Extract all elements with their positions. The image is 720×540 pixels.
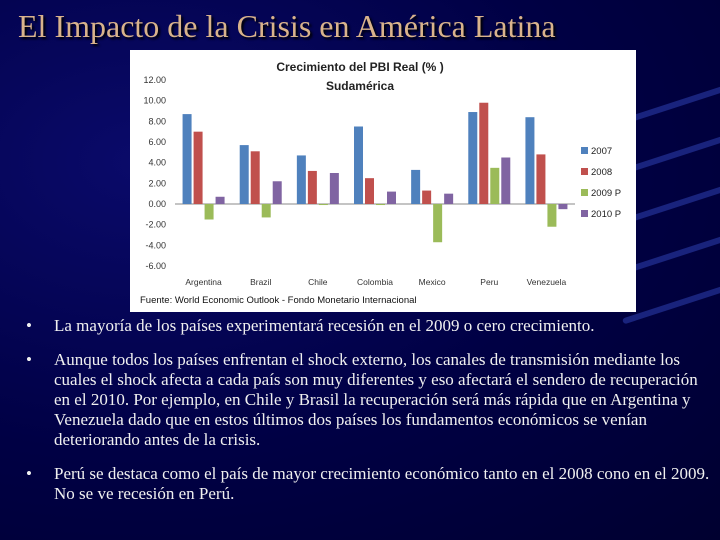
bar-mexico-2009-p: [433, 204, 443, 243]
bullet-symbol: •: [26, 464, 32, 483]
slide-title: El Impacto de la Crisis en América Latin…: [18, 8, 556, 44]
bullet-list: • La mayoría de los países experimentará…: [26, 316, 715, 518]
bar-mexico-2007: [411, 169, 421, 204]
chart-subtitle: Sudamérica: [326, 79, 394, 93]
legend-swatch: [581, 168, 588, 175]
bar-peru-2008: [479, 102, 489, 204]
bar-chile-2008: [307, 170, 317, 204]
category-label: Brazil: [250, 277, 271, 287]
bullet-item: • Perú se destaca como el país de mayor …: [26, 464, 715, 504]
bullet-text: Aunque todos los países enfrentan el sho…: [54, 350, 698, 449]
bar-brazil-2007: [239, 145, 249, 204]
legend-label: 2010 P: [591, 209, 621, 220]
bullet-item: • Aunque todos los países enfrentan el s…: [26, 350, 715, 450]
bullet-item: • La mayoría de los países experimentará…: [26, 316, 715, 336]
category-label: Peru: [480, 277, 498, 287]
bar-brazil-2008: [250, 151, 260, 204]
bar-argentina-2009-p: [204, 204, 214, 220]
bar-venezuela-2010-p: [558, 204, 568, 210]
bar-peru-2007: [468, 112, 478, 204]
legend-label: 2008: [591, 167, 612, 178]
bar-argentina-2008: [193, 131, 203, 204]
bullet-symbol: •: [26, 350, 32, 369]
bar-colombia-2008: [365, 178, 374, 204]
bullet-text: Perú se destaca como el país de mayor cr…: [54, 464, 710, 503]
bar-brazil-2010-p: [272, 181, 282, 204]
category-label: Venezuela: [527, 277, 567, 287]
y-tick-label: -2.00: [145, 220, 166, 230]
chart-source: Fuente: World Economic Outlook - Fondo M…: [140, 295, 417, 306]
bar-venezuela-2009-p: [547, 204, 557, 227]
y-tick-label: -4.00: [145, 240, 166, 250]
bar-venezuela-2008: [536, 154, 546, 204]
bar-venezuela-2007: [525, 117, 535, 204]
bar-chile-2007: [296, 155, 306, 204]
bar-colombia-2010-p: [387, 191, 396, 204]
y-tick-label: -6.00: [145, 261, 166, 271]
y-tick-label: 12.00: [143, 75, 166, 85]
bullet-text: La mayoría de los países experimentará r…: [54, 316, 595, 335]
y-tick-label: 2.00: [148, 178, 166, 188]
y-tick-label: 4.00: [148, 158, 166, 168]
legend-label: 2009 P: [591, 188, 621, 199]
legend-swatch: [581, 189, 588, 196]
bar-colombia-2007: [354, 126, 363, 204]
category-label: Colombia: [357, 277, 393, 287]
category-label: Mexico: [419, 277, 446, 287]
bar-peru-2009-p: [490, 167, 500, 204]
bar-chile-2010-p: [329, 173, 339, 204]
bar-brazil-2009-p: [261, 204, 271, 218]
chart-svg: Crecimiento del PBI Real (% ) Sudamérica 1…: [140, 60, 621, 306]
legend-swatch: [581, 210, 588, 217]
chart-title: Crecimiento del PBI Real (% ): [276, 60, 443, 74]
category-label: Chile: [308, 277, 328, 287]
gdp-growth-chart: Crecimiento del PBI Real (% ) Sudamérica 1…: [130, 50, 636, 312]
legend-label: 2007: [591, 146, 612, 157]
legend-swatch: [581, 147, 588, 154]
bar-peru-2010-p: [501, 157, 511, 204]
bar-colombia-2009-p: [376, 204, 385, 206]
bar-mexico-2010-p: [444, 193, 454, 204]
bar-argentina-2007: [182, 114, 192, 204]
y-tick-label: 8.00: [148, 116, 166, 126]
bar-mexico-2008: [422, 190, 432, 204]
y-tick-label: 10.00: [143, 96, 166, 106]
bar-argentina-2010-p: [215, 196, 225, 204]
bar-chile-2009-p: [318, 204, 328, 206]
bullet-symbol: •: [26, 316, 32, 335]
y-tick-label: 6.00: [148, 137, 166, 147]
category-label: Argentina: [185, 277, 222, 287]
y-tick-label: 0.00: [148, 199, 166, 209]
